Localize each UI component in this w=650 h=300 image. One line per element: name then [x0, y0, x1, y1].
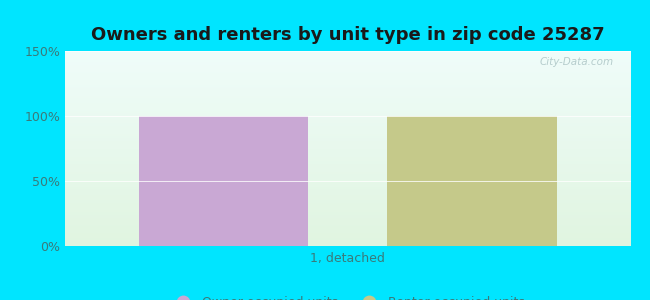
- Bar: [387, 116, 557, 246]
- Text: City-Data.com: City-Data.com: [540, 57, 614, 67]
- Title: Owners and renters by unit type in zip code 25287: Owners and renters by unit type in zip c…: [91, 26, 604, 44]
- Bar: [138, 116, 308, 246]
- Legend: Owner occupied units, Renter occupied units: Owner occupied units, Renter occupied un…: [166, 291, 530, 300]
